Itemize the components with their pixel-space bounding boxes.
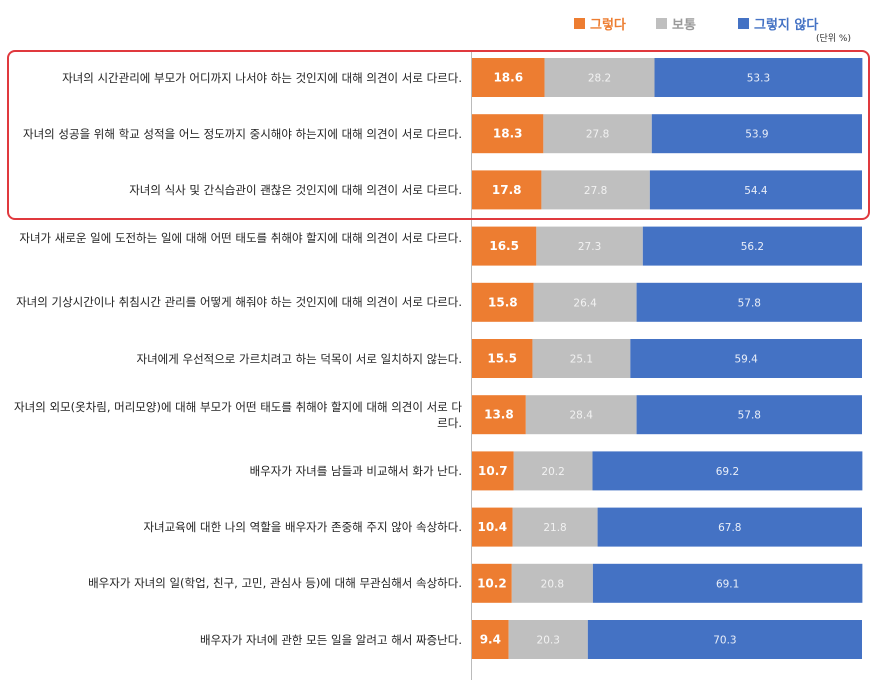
legend-item-disagree: 그렇지 않다 — [738, 14, 818, 33]
data-label-neutral: 20.2 — [541, 466, 564, 478]
legend-swatch-disagree — [738, 18, 749, 29]
data-label-neutral: 25.1 — [570, 354, 593, 366]
legend-swatch-agree — [574, 18, 585, 29]
data-label-neutral: 28.4 — [570, 410, 594, 422]
bar-disagree — [630, 339, 862, 378]
data-label-disagree: 69.1 — [716, 578, 739, 590]
legend-swatch-neutral — [656, 18, 667, 29]
data-label-disagree: 53.3 — [747, 73, 770, 85]
category-label: 자녀의 성공을 위해 학교 성적을 어느 정도까지 중시해야 하는지에 대해 의… — [23, 126, 462, 141]
legend-item-neutral: 보통 — [656, 14, 696, 33]
bar-neutral — [508, 620, 588, 659]
category-label: 자녀의 기상시간이나 취침시간 관리를 어떻게 해줘야 하는 것인지에 대해 의… — [16, 295, 462, 310]
data-label-neutral: 26.4 — [573, 297, 597, 309]
data-label-disagree: 69.2 — [716, 466, 739, 478]
legend-label-disagree: 그렇지 않다 — [754, 18, 819, 33]
bar-agree — [472, 282, 534, 322]
legend-label-neutral: 보통 — [672, 18, 696, 33]
data-label-neutral: 27.3 — [578, 241, 601, 253]
bar-agree — [472, 339, 533, 378]
bar-neutral — [511, 563, 593, 603]
data-label-disagree: 56.2 — [741, 241, 764, 253]
bar-agree — [472, 451, 514, 491]
bar-agree — [472, 114, 544, 154]
bar-disagree — [597, 507, 862, 547]
data-label-agree: 10.7 — [478, 464, 508, 478]
legend-item-agree: 그렇다 — [574, 14, 626, 33]
data-label-disagree: 59.4 — [734, 354, 758, 366]
bar-neutral — [525, 395, 637, 435]
data-label-disagree: 67.8 — [718, 522, 741, 534]
bar-neutral — [513, 451, 593, 491]
data-label-agree: 15.5 — [487, 352, 517, 366]
bar-disagree — [592, 451, 863, 491]
category-label: 자녀의 시간관리에 부모가 어디까지 나서야 하는 것인지에 대해 의견이 서로… — [62, 70, 462, 85]
category-label: 배우자가 자녀에 관한 모든 일을 알려고 해서 짜증난다. — [199, 632, 462, 647]
data-label-disagree: 70.3 — [713, 635, 736, 647]
bar-agree — [472, 170, 542, 210]
bar-disagree — [636, 395, 862, 435]
legend-label-agree: 그렇다 — [590, 18, 626, 33]
data-label-neutral: 27.8 — [586, 129, 609, 141]
highlight-box — [7, 50, 870, 220]
data-label-disagree: 54.4 — [744, 185, 768, 197]
bar-disagree — [587, 620, 862, 659]
data-label-agree: 9.4 — [480, 633, 501, 647]
data-label-agree: 17.8 — [492, 183, 522, 197]
data-label-agree: 10.2 — [477, 576, 507, 590]
data-label-agree: 15.8 — [488, 295, 518, 309]
bar-neutral — [533, 282, 637, 322]
data-label-neutral: 27.8 — [584, 185, 607, 197]
data-label-disagree: 57.8 — [738, 297, 761, 309]
data-label-agree: 18.3 — [493, 127, 523, 141]
bar-agree — [472, 226, 537, 266]
data-label-agree: 16.5 — [489, 239, 519, 253]
bar-disagree — [642, 226, 862, 266]
data-label-neutral: 21.8 — [543, 522, 566, 534]
bar-disagree — [649, 170, 862, 210]
category-label: 자녀의 식사 및 간식습관이 괜찮은 것인지에 대해 의견이 서로 다르다. — [129, 182, 462, 197]
category-label: 자녀의 외모(옷차림, 머리모양)에 대해 부모가 어떤 태도를 취해야 할지에… — [14, 399, 462, 430]
category-label: 자녀가 새로운 일에 도전하는 일에 대해 어떤 태도를 취해야 할지에 대해 … — [19, 231, 462, 246]
unit-label: (단위 %) — [816, 34, 851, 44]
bar-agree — [472, 58, 545, 97]
bar-agree — [472, 395, 526, 435]
bar-agree — [472, 507, 513, 547]
bar-disagree — [654, 58, 863, 97]
category-label: 자녀교육에 대한 나의 역할을 배우자가 존중해 주지 않아 속상하다. — [143, 520, 462, 535]
bar-disagree — [636, 282, 862, 322]
bar-disagree — [651, 114, 862, 154]
bar-neutral — [544, 58, 655, 97]
data-label-neutral: 28.2 — [588, 73, 611, 85]
category-label: 배우자가 자녀의 일(학업, 친구, 고민, 관심사 등)에 대해 무관심해서 … — [88, 576, 462, 591]
data-label-agree: 18.6 — [493, 71, 523, 85]
category-label: 자녀에게 우선적으로 가르치려고 하는 덕목이 서로 일치하지 않는다. — [136, 351, 462, 366]
axis-line — [471, 50, 472, 680]
data-label-neutral: 20.8 — [541, 578, 564, 590]
bar-neutral — [536, 226, 643, 266]
bar-neutral — [541, 170, 650, 210]
bar-disagree — [592, 563, 863, 603]
data-label-disagree: 53.9 — [745, 129, 768, 141]
data-label-disagree: 57.8 — [738, 410, 761, 422]
data-label-neutral: 20.3 — [537, 635, 560, 647]
bar-neutral — [532, 339, 631, 378]
bar-agree — [472, 620, 509, 659]
category-label: 배우자가 자녀를 남들과 비교해서 화가 난다. — [249, 463, 462, 478]
data-label-agree: 13.8 — [484, 408, 514, 422]
bar-neutral — [512, 507, 598, 547]
data-label-agree: 10.4 — [477, 520, 507, 534]
bar-agree — [472, 563, 512, 603]
bar-neutral — [543, 114, 652, 154]
